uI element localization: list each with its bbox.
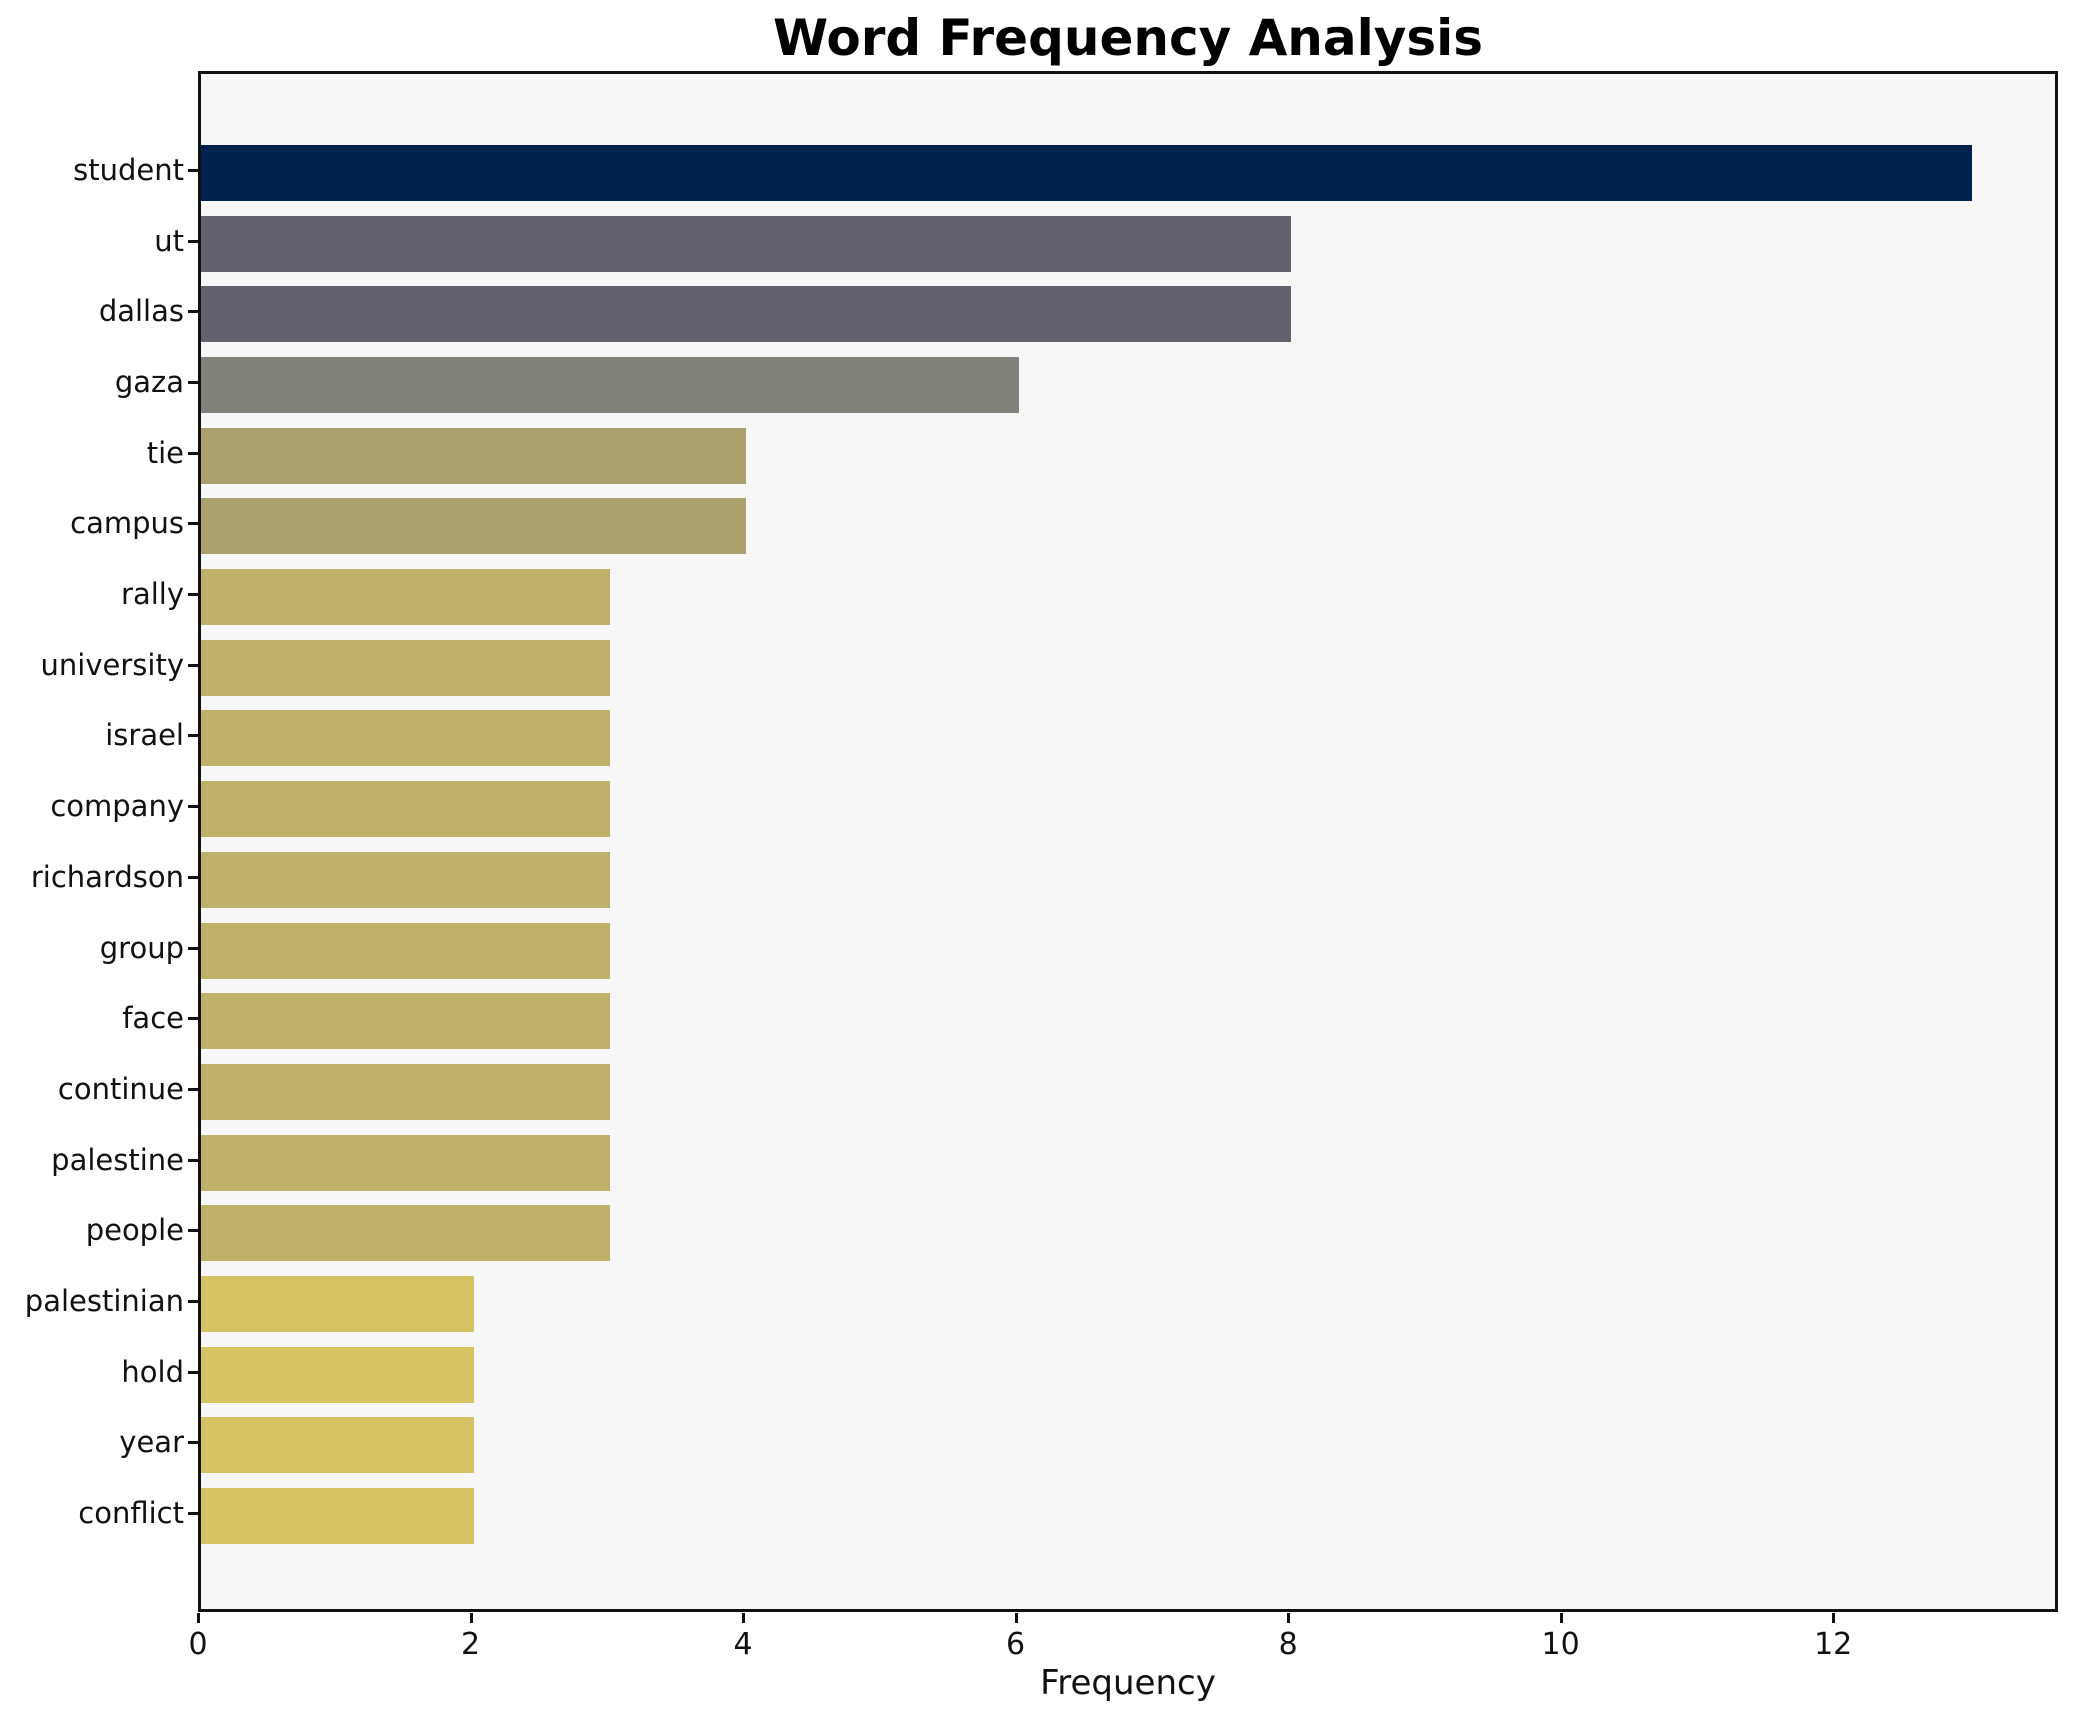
y-tick-mark (188, 451, 198, 455)
x-tick-label-2: 2 (460, 1627, 481, 1662)
bar-rally (201, 569, 610, 626)
x-tick-label-8: 8 (1278, 1627, 1298, 1662)
y-tick-label-company: company (50, 789, 184, 824)
y-tick-label-continue: continue (57, 1071, 184, 1106)
y-tick-label-face: face (122, 1001, 184, 1036)
bar-company (201, 781, 610, 838)
bar-palestine (201, 1134, 610, 1191)
y-tick-label-group: group (99, 930, 184, 965)
x-tick-label-12: 12 (1814, 1627, 1853, 1662)
bar-palestinian (201, 1275, 474, 1332)
bar-group (201, 922, 610, 979)
y-tick-label-richardson: richardson (30, 859, 184, 894)
bar-tie (201, 427, 747, 484)
y-tick-mark (188, 1512, 198, 1515)
bar-people (201, 1205, 610, 1262)
y-tick-label-hold: hold (121, 1354, 184, 1389)
bar-face (201, 993, 610, 1050)
bar-israel (201, 710, 610, 767)
y-tick-label-year: year (119, 1425, 184, 1460)
y-tick-label-palestinian: palestinian (24, 1283, 184, 1318)
x-tick-mark (197, 1613, 200, 1623)
y-tick-mark (188, 239, 198, 243)
bar-student (201, 145, 1973, 201)
y-tick-mark (188, 1229, 198, 1233)
y-tick-label-gaza: gaza (114, 365, 184, 400)
x-tick-mark (1832, 1613, 1836, 1623)
y-tick-mark (188, 1441, 198, 1445)
bar-ut (201, 215, 1292, 272)
bar-year (201, 1417, 474, 1474)
y-tick-mark (188, 875, 198, 879)
y-tick-mark (188, 1370, 198, 1374)
x-tick-mark (469, 1613, 473, 1623)
y-tick-label-ut: ut (154, 223, 184, 258)
x-tick-label-10: 10 (1541, 1627, 1580, 1662)
y-tick-mark (188, 169, 198, 172)
y-tick-mark (188, 946, 198, 950)
bar-dallas (201, 286, 1292, 343)
bar-continue (201, 1063, 610, 1120)
y-tick-label-campus: campus (70, 506, 184, 541)
y-tick-mark (188, 805, 198, 809)
y-tick-label-israel: israel (105, 718, 184, 753)
y-tick-mark (188, 1299, 198, 1303)
y-tick-label-student: student (73, 153, 184, 187)
x-tick-mark (742, 1613, 746, 1623)
y-tick-label-rally: rally (121, 577, 184, 612)
y-tick-mark (188, 663, 198, 667)
bar-gaza (201, 357, 1019, 414)
x-tick-mark (1287, 1613, 1291, 1623)
x-tick-label-0: 0 (188, 1627, 208, 1662)
y-tick-mark (188, 381, 198, 385)
y-tick-mark (188, 522, 198, 526)
y-tick-mark (188, 734, 198, 738)
bar-hold (201, 1346, 474, 1403)
x-tick-label-4: 4 (733, 1627, 753, 1662)
x-tick-label-6: 6 (1006, 1627, 1026, 1662)
bar-richardson (201, 851, 610, 908)
y-tick-label-people: people (85, 1213, 184, 1248)
y-tick-mark (188, 310, 198, 314)
y-tick-mark (188, 1158, 198, 1162)
y-tick-label-tie: tie (146, 435, 184, 470)
y-tick-label-dallas: dallas (98, 294, 184, 329)
bar-university (201, 639, 610, 696)
x-tick-mark (1559, 1613, 1563, 1623)
x-axis-label: Frequency (1040, 1663, 1216, 1703)
plot-area (198, 71, 2058, 1612)
y-tick-label-university: university (40, 647, 184, 682)
y-tick-label-palestine: palestine (51, 1142, 184, 1177)
y-tick-label-conflict: conflict (78, 1496, 184, 1530)
chart-title: Word Frequency Analysis (772, 9, 1484, 67)
y-tick-mark (188, 1087, 198, 1091)
y-tick-mark (188, 593, 198, 597)
bar-conflict (201, 1488, 474, 1544)
y-tick-mark (188, 1017, 198, 1021)
bar-campus (201, 498, 747, 555)
x-tick-mark (1014, 1613, 1018, 1623)
